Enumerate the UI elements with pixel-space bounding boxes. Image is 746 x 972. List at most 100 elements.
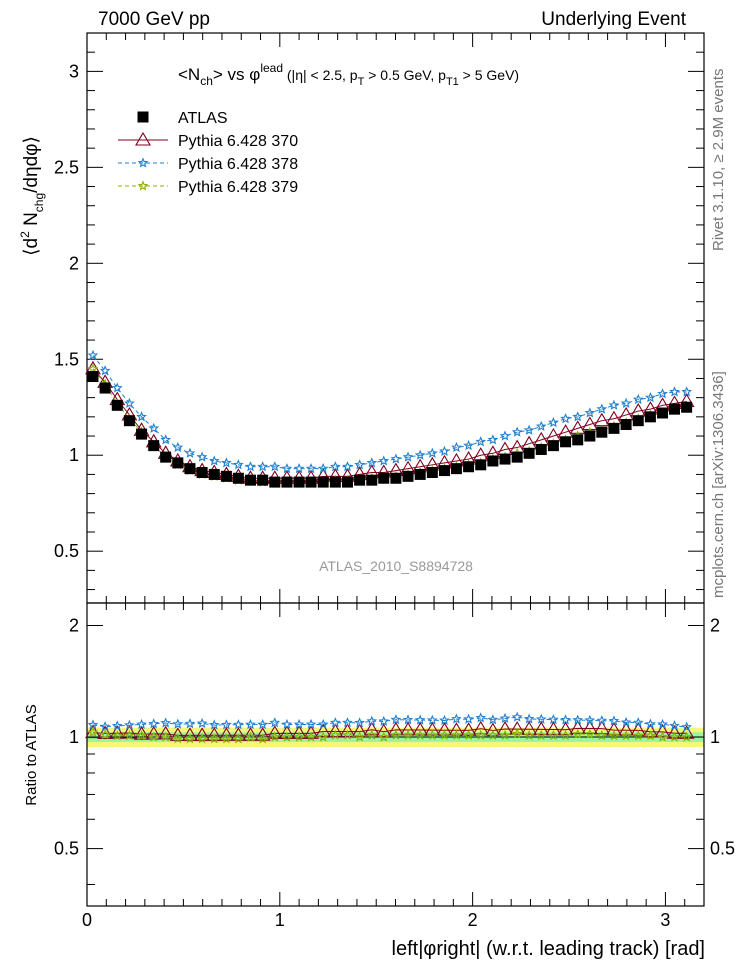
ratio-point [136, 718, 147, 730]
ratio-point [184, 733, 196, 744]
ratio-point [581, 720, 598, 735]
data-point [281, 476, 293, 488]
ratio-point [375, 723, 392, 738]
ratio-point [232, 719, 244, 730]
data-point [184, 447, 196, 458]
data-point [584, 430, 596, 442]
ratio-point [632, 730, 644, 741]
ratio-point [463, 713, 474, 724]
data-point [509, 439, 526, 454]
legend-marker [137, 157, 149, 168]
data-point [644, 411, 656, 423]
data-point [269, 476, 281, 488]
data-point [317, 476, 329, 488]
data-point [329, 461, 341, 472]
ratio-point [593, 720, 610, 735]
ratio-point [681, 721, 692, 732]
data-point [402, 470, 414, 482]
data-point [645, 392, 656, 403]
y-tick-label: 2.5 [54, 157, 79, 177]
ratio-point [499, 729, 511, 740]
ratio-point [196, 717, 208, 729]
data-point [560, 436, 572, 448]
data-point [160, 434, 172, 445]
ratio-point [654, 723, 671, 738]
ratio-point [557, 721, 574, 736]
ratio-point [148, 718, 160, 729]
ratio-point [608, 715, 620, 726]
ratio-point [305, 731, 317, 742]
ratio-point [342, 729, 353, 740]
ratio-point [293, 731, 305, 742]
data-point [569, 420, 586, 434]
ratio-point [511, 728, 523, 739]
ratio-point [329, 729, 341, 740]
ratio-point [475, 712, 487, 723]
legend-marker [137, 180, 149, 191]
data-point [148, 440, 160, 452]
ratio-point [184, 718, 196, 729]
ratio-point [124, 719, 135, 730]
ratio-axis-label: Ratio to ATLAS [23, 704, 40, 805]
y-tick-label: 2 [69, 253, 79, 273]
ratio-point [657, 718, 668, 729]
ratio-point [111, 720, 123, 731]
ratio-series-3 [87, 726, 693, 744]
ratio-point [329, 717, 341, 728]
data-point [305, 476, 317, 488]
data-point [439, 445, 450, 456]
data-point [281, 463, 293, 474]
ratio-point [535, 729, 547, 741]
ratio-point [572, 714, 584, 725]
data-point [402, 451, 414, 462]
data-point [657, 407, 669, 419]
header-right: Underlying Event [541, 9, 686, 30]
legend-label: ATLAS [178, 110, 228, 127]
tick-labels: 0 1 2 3 0.5 1 1.5 2 2.5 3 0.5 0.5 1 1 2 2 [54, 61, 735, 930]
side-label-bottom: mcplots.cern.ch [arXiv:1306.3436] [710, 371, 727, 598]
ratio-tick-label-right: 1 [710, 727, 720, 747]
ratio-point [354, 717, 365, 728]
legend-label: Pythia 6.428 378 [178, 156, 298, 173]
ratio-point [497, 720, 513, 735]
data-point [329, 476, 341, 488]
ratio-point [414, 729, 426, 740]
ratio-point [608, 730, 620, 741]
ratio-point [426, 714, 438, 725]
data-point [136, 428, 148, 440]
ratio-point [572, 728, 584, 739]
data-point [390, 453, 402, 464]
data-point [196, 451, 208, 462]
data-point [366, 457, 378, 468]
data-point [426, 447, 438, 458]
ratio-line [92, 727, 687, 736]
data-point [366, 474, 378, 486]
ratio-point [257, 718, 269, 730]
data-point [499, 430, 511, 441]
header-left: 7000 GeV pp [98, 9, 210, 30]
ratio-point [451, 713, 462, 724]
side-label-top: Rivet 3.1.10, ≥ 2.9M events [710, 69, 727, 252]
data-point [257, 474, 269, 486]
ratio-point [487, 729, 499, 740]
data-point [160, 451, 172, 463]
data-point [317, 463, 329, 474]
bottom-panel-frame [86, 602, 705, 907]
data-point [657, 388, 668, 399]
ratio-tick-label-left: 2 [69, 615, 79, 635]
data-point [572, 434, 584, 446]
data-point [620, 397, 632, 408]
data-point [548, 416, 559, 428]
ratio-point [87, 726, 99, 738]
data-point [220, 470, 232, 482]
legend-marker [137, 111, 149, 123]
ratio-point [426, 729, 438, 740]
data-point [208, 468, 220, 480]
legend-label: Pythia 6.428 370 [178, 133, 298, 150]
ratio-point [535, 713, 547, 724]
data-point [632, 415, 644, 427]
ratio-point [97, 725, 114, 740]
data-point [632, 393, 644, 405]
ratio-point [257, 733, 269, 744]
data-point [681, 386, 693, 397]
